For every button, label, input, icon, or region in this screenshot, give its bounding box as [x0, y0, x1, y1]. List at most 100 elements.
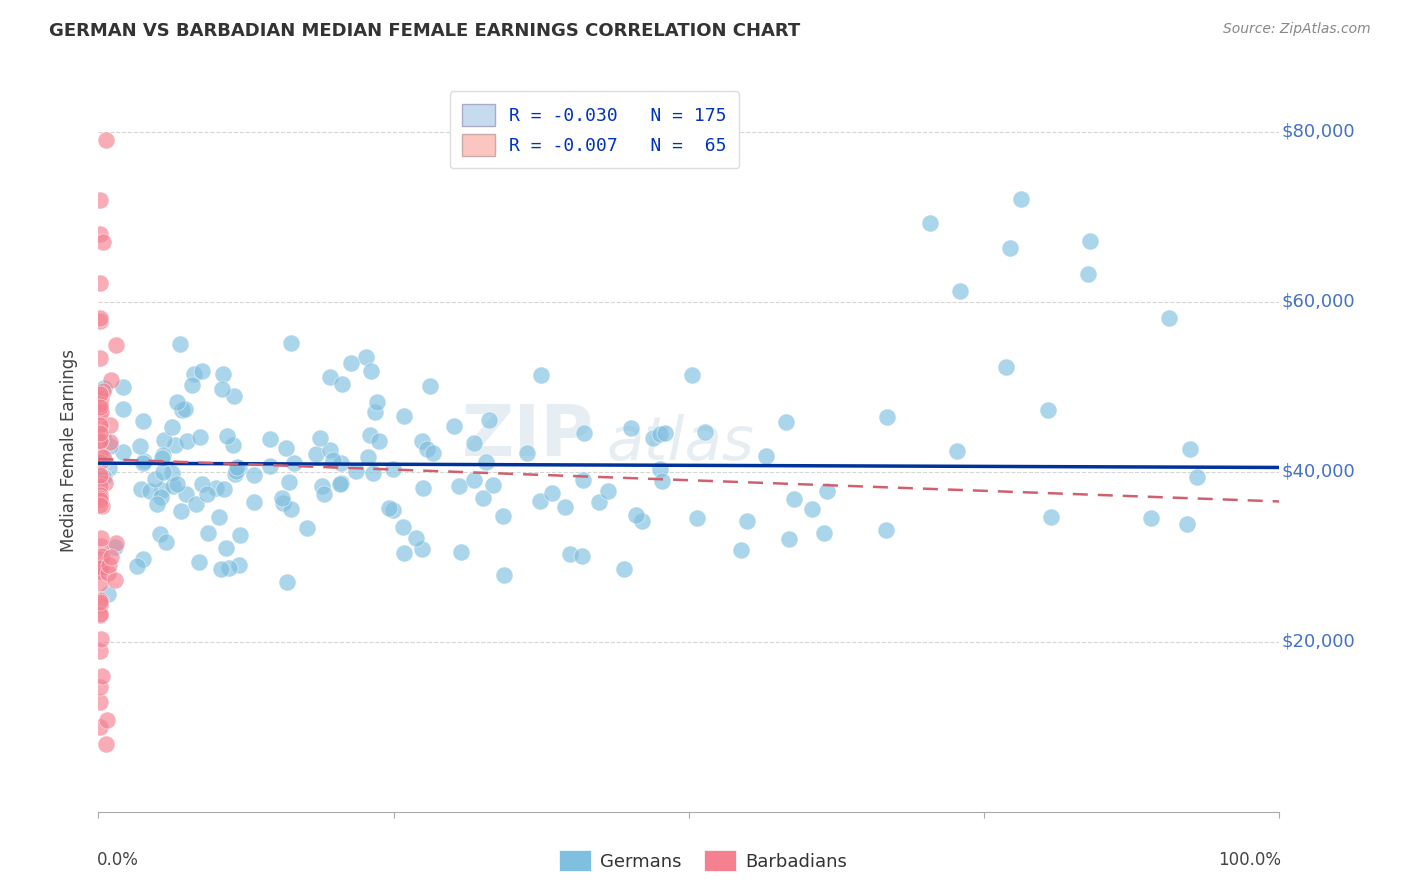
Point	[354, 350, 377, 364]
Point	[125, 558, 148, 573]
Point	[89, 644, 111, 658]
Point	[271, 491, 294, 505]
Point	[875, 523, 897, 537]
Point	[89, 470, 111, 484]
Point	[89, 227, 111, 241]
Point	[626, 508, 648, 522]
Point	[650, 462, 672, 476]
Point	[280, 502, 302, 516]
Point	[686, 511, 709, 525]
Point	[197, 526, 219, 541]
Point	[1040, 509, 1063, 524]
Point	[225, 464, 247, 478]
Point	[166, 395, 188, 409]
Point	[89, 593, 111, 607]
Point	[654, 425, 676, 440]
Point	[344, 464, 367, 478]
Point	[89, 468, 111, 483]
Point	[132, 456, 155, 470]
Point	[89, 488, 111, 502]
Point	[94, 737, 117, 751]
Point	[214, 541, 236, 556]
Point	[91, 669, 114, 683]
Point	[174, 486, 197, 500]
Point	[111, 380, 134, 394]
Point	[128, 440, 150, 454]
Point	[91, 430, 114, 444]
Point	[419, 379, 441, 393]
Point	[169, 504, 191, 518]
Point	[93, 381, 115, 395]
Point	[89, 487, 111, 501]
Point	[243, 495, 266, 509]
Point	[813, 525, 835, 540]
Point	[259, 432, 281, 446]
Point	[309, 431, 332, 445]
Point	[588, 495, 610, 509]
Point	[104, 536, 127, 550]
Point	[377, 501, 399, 516]
Text: 0.0%: 0.0%	[97, 852, 139, 870]
Point	[217, 429, 239, 443]
Point	[572, 425, 595, 440]
Point	[97, 558, 120, 573]
Point	[89, 276, 111, 290]
Point	[91, 450, 114, 464]
Point	[1175, 517, 1198, 532]
Point	[800, 502, 823, 516]
Point	[449, 478, 471, 492]
Point	[90, 632, 112, 646]
Point	[89, 403, 111, 417]
Point	[225, 459, 247, 474]
Text: $20,000: $20,000	[1282, 632, 1355, 651]
Point	[89, 499, 111, 513]
Point	[150, 490, 173, 504]
Point	[91, 470, 114, 484]
Point	[319, 370, 342, 384]
Point	[90, 560, 112, 574]
Point	[529, 493, 551, 508]
Point	[166, 477, 188, 491]
Point	[104, 540, 127, 554]
Point	[139, 483, 162, 498]
Point	[381, 462, 404, 476]
Point	[283, 456, 305, 470]
Point	[620, 421, 643, 435]
Point	[1077, 268, 1099, 282]
Point	[176, 434, 198, 448]
Point	[481, 478, 503, 492]
Point	[89, 479, 111, 493]
Point	[208, 510, 231, 524]
Point	[229, 527, 252, 541]
Point	[735, 514, 758, 528]
Point	[276, 575, 298, 590]
Point	[160, 466, 183, 480]
Point	[641, 432, 664, 446]
Y-axis label: Median Female Earnings: Median Female Earnings	[59, 349, 77, 552]
Point	[1078, 235, 1101, 249]
Point	[89, 561, 111, 575]
Point	[105, 337, 128, 351]
Point	[1010, 192, 1032, 206]
Text: GERMAN VS BARBADIAN MEDIAN FEMALE EARNINGS CORRELATION CHART: GERMAN VS BARBADIAN MEDIAN FEMALE EARNIN…	[49, 22, 800, 40]
Point	[155, 534, 177, 549]
Point	[920, 216, 942, 230]
Point	[411, 434, 433, 449]
Text: $60,000: $60,000	[1282, 293, 1355, 310]
Point	[228, 461, 250, 475]
Point	[152, 433, 174, 447]
Point	[613, 562, 636, 576]
Point	[89, 575, 111, 590]
Point	[778, 532, 800, 546]
Point	[89, 311, 111, 326]
Point	[1140, 510, 1163, 524]
Point	[132, 552, 155, 566]
Point	[174, 401, 197, 416]
Point	[330, 475, 353, 490]
Text: $40,000: $40,000	[1282, 463, 1355, 481]
Point	[405, 531, 427, 545]
Point	[243, 468, 266, 483]
Point	[541, 486, 564, 500]
Point	[312, 487, 335, 501]
Point	[651, 474, 673, 488]
